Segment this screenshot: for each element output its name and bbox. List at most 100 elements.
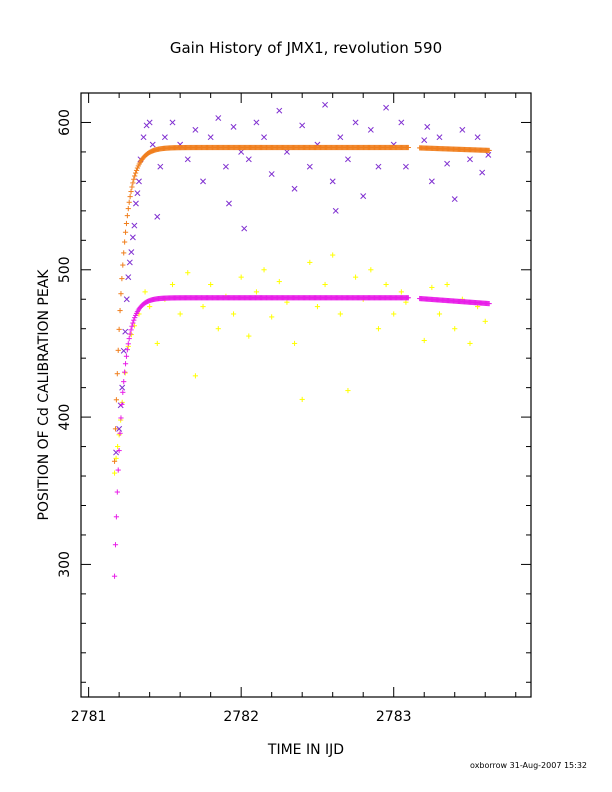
data-point <box>314 304 321 310</box>
data-point <box>238 148 245 155</box>
y-axis: 300 400 500 600 <box>57 92 531 683</box>
data-point <box>322 101 329 108</box>
data-point <box>192 373 199 379</box>
series-1 <box>111 252 488 476</box>
fit-point <box>130 320 136 326</box>
series-2 <box>111 144 492 464</box>
data-point <box>185 270 191 276</box>
data-point <box>169 119 176 126</box>
data-point <box>142 289 148 295</box>
data-point <box>230 123 237 130</box>
data-point <box>154 213 161 220</box>
plot-area <box>111 101 492 579</box>
y-tick-label: 400 <box>57 404 73 431</box>
data-point <box>444 281 450 288</box>
data-point <box>284 299 290 305</box>
fit-point <box>119 276 125 282</box>
data-point <box>436 134 443 141</box>
fit-point <box>126 199 132 205</box>
data-point <box>122 328 129 335</box>
data-point <box>367 126 374 133</box>
fit-point <box>121 379 127 385</box>
data-point <box>161 134 168 141</box>
fit-point <box>486 147 492 154</box>
fit-point <box>125 341 131 347</box>
data-point <box>322 281 328 288</box>
data-point <box>428 178 435 185</box>
data-point <box>154 340 160 347</box>
data-point <box>368 267 374 273</box>
data-point <box>329 178 336 185</box>
data-point <box>337 311 343 317</box>
data-point <box>269 314 275 320</box>
series-3 <box>111 295 492 579</box>
data-point <box>128 249 135 256</box>
data-point <box>268 171 275 177</box>
fit-point <box>124 347 130 353</box>
plot-frame <box>80 92 532 698</box>
data-point <box>122 370 128 376</box>
fit-point <box>405 144 411 151</box>
fit-point <box>133 167 140 173</box>
data-point <box>215 326 221 332</box>
data-point <box>177 311 183 317</box>
fit-point <box>118 291 124 297</box>
data-point <box>253 289 260 295</box>
y-axis-label: POSITION OF Cd CALIBRATION PEAK <box>36 269 52 521</box>
data-point <box>128 332 134 338</box>
fit-point <box>130 180 136 186</box>
data-point <box>140 134 147 141</box>
data-point <box>149 141 156 148</box>
data-point <box>391 311 397 317</box>
data-point <box>169 281 176 288</box>
fit-point <box>112 426 119 432</box>
data-point <box>352 119 359 126</box>
data-point <box>261 267 267 273</box>
data-point <box>117 402 124 409</box>
data-point <box>332 207 339 214</box>
data-point <box>246 333 252 339</box>
fit-point <box>119 401 125 407</box>
data-point <box>402 163 409 170</box>
fit-point <box>133 170 139 176</box>
data-point <box>299 122 306 129</box>
data-point <box>344 156 351 163</box>
data-point <box>375 326 382 332</box>
data-point <box>452 326 458 332</box>
data-point <box>125 274 132 281</box>
fit-point <box>127 331 133 337</box>
x-axis-label: TIME IN IJD <box>267 742 344 758</box>
fit-point <box>112 542 119 548</box>
data-point <box>192 126 199 133</box>
data-point <box>451 196 458 203</box>
data-point <box>113 455 119 461</box>
fit-point <box>120 389 126 395</box>
data-point <box>207 134 214 141</box>
data-point <box>421 337 427 344</box>
x-tick-label: 2781 <box>71 709 107 725</box>
data-point <box>230 311 237 317</box>
data-point <box>134 190 141 197</box>
data-point <box>184 156 191 163</box>
data-point <box>132 200 139 207</box>
x-axis: 2781 2782 2783 <box>71 93 517 725</box>
y-tick-label: 600 <box>57 109 73 136</box>
data-point <box>261 134 268 141</box>
fit-point <box>486 301 492 307</box>
series-0 <box>113 101 492 456</box>
data-point <box>146 119 153 126</box>
fit-point <box>118 415 124 421</box>
fit-point <box>116 447 122 454</box>
x-tick-label: 2782 <box>223 709 259 725</box>
data-point <box>306 163 313 170</box>
data-point <box>436 311 443 317</box>
data-point <box>429 284 435 291</box>
fit-point <box>115 347 121 353</box>
data-point <box>337 134 344 141</box>
data-point <box>474 134 481 141</box>
data-point <box>345 387 351 394</box>
data-point <box>129 234 136 241</box>
data-point <box>119 384 126 391</box>
fit-point <box>126 335 132 342</box>
data-point <box>126 259 133 266</box>
